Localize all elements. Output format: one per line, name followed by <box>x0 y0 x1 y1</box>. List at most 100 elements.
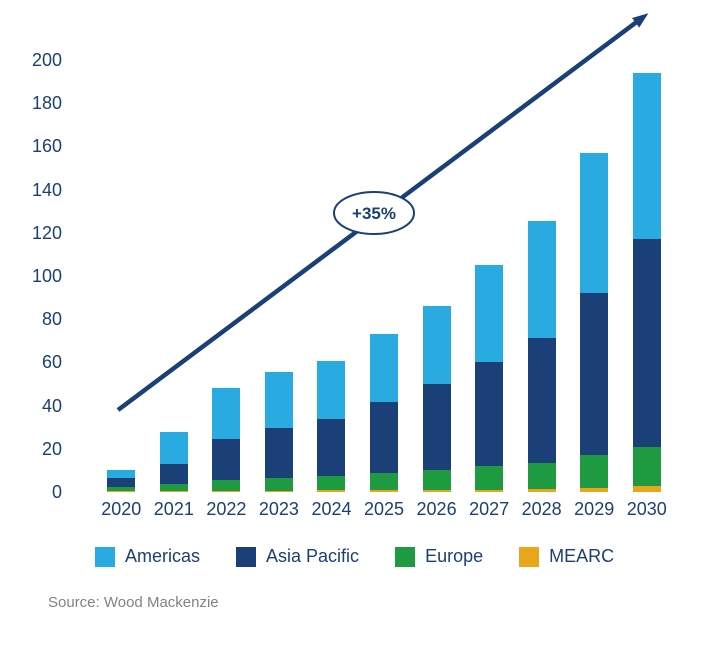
bar-segment-mearc <box>212 490 241 492</box>
y-tick-label: 200 <box>31 50 62 70</box>
legend-label: Americas <box>125 546 201 566</box>
bar-segment-americas <box>264 371 293 428</box>
legend-label: MEARC <box>549 546 615 566</box>
bar-column-2029 <box>568 60 621 492</box>
y-tick-label: 0 <box>51 482 62 502</box>
bar-column-2028 <box>515 60 568 492</box>
x-tick-label: 2030 <box>626 499 667 519</box>
bar-segment-asia-pacific <box>580 293 609 456</box>
legend-swatch <box>236 546 257 567</box>
y-tick-label: 60 <box>41 352 62 373</box>
bar-segment-asia-pacific <box>159 463 188 485</box>
bar-column-2030 <box>620 60 673 492</box>
bar-segment-americas <box>159 431 188 464</box>
stacked-bar <box>580 152 609 492</box>
legend-swatch <box>95 546 115 567</box>
bar-segment-europe <box>370 473 398 491</box>
bar-segment-asia-pacific <box>632 239 661 447</box>
bar-segment-europe <box>159 484 188 491</box>
bar-segment-europe <box>527 462 556 489</box>
bar-segment-europe <box>475 466 504 490</box>
bar-segment-asia-pacific <box>107 477 136 487</box>
bar-column-2023 <box>253 60 306 492</box>
bar-segment-europe <box>632 446 661 486</box>
y-tick-label: 100 <box>31 266 62 286</box>
bar-segment-asia-pacific <box>212 438 241 480</box>
y-tick-label: 80 <box>41 309 62 330</box>
stacked-bar <box>422 306 451 492</box>
bar-segment-americas <box>632 72 661 240</box>
legend-swatch <box>395 546 416 567</box>
plot-area <box>95 60 673 492</box>
bar-segment-americas <box>212 388 241 439</box>
bar-segment-mearc <box>475 489 504 492</box>
bar-segment-mearc <box>422 489 451 492</box>
bar-segment-europe <box>422 470 451 490</box>
bar-segment-mearc <box>317 490 346 492</box>
x-tick-label: 2027 <box>469 499 510 519</box>
y-tick-label: 160 <box>31 136 62 157</box>
legend-item-asia-pacific: Asia Pacific <box>236 546 359 567</box>
legend-label: Europe <box>425 546 484 566</box>
legend-item-americas: Americas <box>95 546 200 567</box>
x-tick-label: 2026 <box>416 499 457 519</box>
bar-segment-asia-pacific <box>527 337 556 463</box>
x-tick-label: 2029 <box>574 499 615 519</box>
bar-segment-europe <box>107 486 136 491</box>
bar-segment-americas <box>527 220 556 338</box>
stacked-bar <box>527 220 556 492</box>
bar-segment-mearc <box>159 490 188 492</box>
bar-segment-mearc <box>107 490 136 492</box>
y-axis: 0 20 40 60 80 100 120 140 160 180 200 <box>10 51 62 501</box>
bar-segment-asia-pacific <box>264 427 293 478</box>
stacked-bar <box>317 360 346 492</box>
x-tick-label: 2025 <box>363 499 405 519</box>
bar-segment-americas <box>370 333 398 402</box>
bar-segment-asia-pacific <box>475 362 504 467</box>
legend-label: Asia Pacific <box>266 546 360 566</box>
bar-segment-americas <box>107 470 136 478</box>
stacked-bar <box>475 265 504 492</box>
stacked-bar <box>107 470 136 492</box>
bar-segment-europe <box>212 479 241 491</box>
y-tick-label: 180 <box>31 93 62 114</box>
bar-segment-mearc <box>264 490 293 492</box>
bar-segment-europe <box>317 476 346 491</box>
y-tick-label: 20 <box>41 438 62 459</box>
legend-item-europe: Europe <box>395 546 483 567</box>
legend-swatch <box>519 546 540 567</box>
bar-segment-asia-pacific <box>317 419 346 477</box>
bar-segment-asia-pacific <box>422 384 451 471</box>
x-tick-label: 2024 <box>311 499 352 519</box>
bar-segment-mearc <box>632 485 661 492</box>
x-axis: 2020 2021 2022 2023 2024 2025 2026 2027 2028 2029… <box>95 499 673 520</box>
stacked-bar <box>264 371 293 492</box>
x-tick-label: 2022 <box>206 499 247 519</box>
bar-segment-americas <box>317 360 346 420</box>
stacked-bar <box>632 72 661 492</box>
bar-segment-americas <box>475 265 504 363</box>
x-tick-label: 2021 <box>153 499 194 519</box>
bar-segment-americas <box>422 306 451 385</box>
bar-segment-europe <box>264 477 293 491</box>
x-tick-label: 2028 <box>521 499 562 519</box>
stacked-bar <box>212 388 241 492</box>
x-tick-label: 2023 <box>258 499 299 519</box>
bar-segment-mearc <box>580 487 609 492</box>
bar-segment-mearc <box>527 488 556 492</box>
stacked-bar <box>370 333 398 492</box>
bar-segment-europe <box>580 455 609 488</box>
bar-column-2022 <box>200 60 253 492</box>
stacked-bar <box>159 431 188 492</box>
bar-segment-americas <box>580 152 609 294</box>
x-tick-label: 2020 <box>101 499 142 519</box>
bar-column-2020 <box>95 60 148 492</box>
bar-column-2021 <box>148 60 201 492</box>
bar-column-2026 <box>410 60 463 492</box>
bar-column-2027 <box>463 60 516 492</box>
y-tick-label: 140 <box>31 179 62 200</box>
y-tick-label: 40 <box>41 395 62 416</box>
bar-column-2025 <box>358 60 411 492</box>
bar-segment-mearc <box>370 490 398 492</box>
